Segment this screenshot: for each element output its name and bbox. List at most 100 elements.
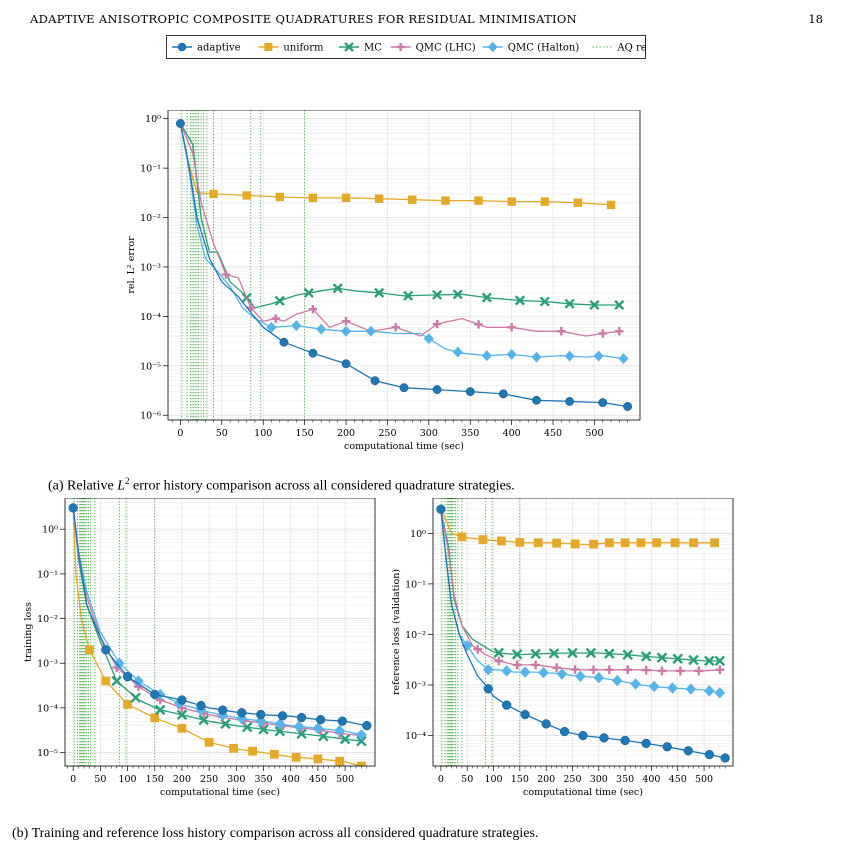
- data-point: [237, 708, 247, 718]
- x-tick-label: 150: [296, 428, 314, 439]
- data-point: [501, 665, 512, 677]
- data-point: [585, 647, 597, 659]
- data-point: [657, 666, 667, 676]
- data-point: [114, 657, 125, 669]
- rel-l2-error-chart: 0 50 100 150 200 250 300 350 400 450 500 10⁻⁶ 10⁻⁵ 10…: [126, 110, 641, 452]
- data-point: [710, 538, 719, 548]
- legend-label: QMC (Halton): [508, 43, 580, 54]
- data-point: [457, 532, 467, 542]
- data-point: [530, 648, 541, 660]
- data-point: [248, 746, 258, 756]
- data-point: [465, 387, 475, 397]
- data-point: [541, 719, 551, 729]
- series-qmc-lhc: [179, 123, 624, 338]
- series-uniform: [440, 508, 719, 549]
- data-point: [493, 647, 505, 658]
- data-point: [540, 197, 549, 206]
- y-axis-label: rel. L² error: [126, 236, 137, 294]
- data-point: [452, 346, 463, 358]
- data-point: [570, 539, 580, 549]
- x-tick-label: 200: [337, 428, 355, 439]
- y-tick-label: 10⁻⁴: [140, 312, 161, 323]
- data-point: [559, 726, 570, 737]
- data-point: [482, 664, 494, 676]
- data-point: [507, 197, 516, 206]
- data-point: [714, 655, 726, 667]
- data-point: [374, 287, 385, 298]
- data-point: [623, 665, 633, 675]
- legend-entry-qmc-lhc: QMC (LHC): [390, 43, 476, 54]
- data-point: [720, 753, 730, 763]
- data-point: [578, 730, 588, 741]
- legend-entry-adaptive: adaptive: [172, 43, 241, 54]
- data-point: [604, 665, 614, 675]
- legend-label: adaptive: [197, 43, 241, 54]
- y-tick-label: 10⁻⁵: [37, 748, 58, 759]
- data-point: [514, 295, 525, 306]
- x-tick-label: 300: [420, 428, 438, 439]
- legend-label: AQ refresh: [616, 43, 646, 54]
- series-uniform: [72, 507, 366, 766]
- chart-legend: adaptive uniform MC QMC (LHC) QMC (Halton) AQ…: [166, 35, 646, 59]
- data-point: [641, 665, 651, 675]
- grid: [433, 498, 733, 766]
- data-point: [531, 351, 542, 363]
- series-mc: [179, 123, 625, 311]
- y-tick-label: 10⁻⁴: [37, 703, 58, 714]
- data-point: [341, 316, 351, 326]
- x-tick-label: 150: [511, 774, 529, 785]
- series-line: [72, 507, 367, 727]
- series-line: [179, 123, 620, 337]
- data-point: [615, 327, 624, 336]
- data-point: [339, 733, 351, 745]
- series-line: [179, 123, 612, 206]
- x-tick-label: 400: [642, 774, 660, 785]
- data-point: [111, 675, 122, 687]
- legend-label: QMC (LHC): [416, 43, 476, 54]
- data-point: [196, 700, 206, 711]
- data-point: [269, 749, 279, 759]
- data-point: [256, 709, 266, 720]
- data-point: [715, 665, 725, 675]
- data-point: [176, 709, 188, 721]
- data-point: [441, 196, 450, 205]
- data-point: [312, 722, 324, 734]
- data-point: [599, 733, 609, 743]
- data-point: [246, 303, 256, 312]
- data-point: [714, 687, 726, 699]
- data-point: [204, 737, 214, 747]
- data-point: [266, 321, 277, 333]
- data-point: [519, 666, 531, 678]
- grid: [168, 110, 640, 421]
- x-tick-label: 0: [177, 428, 183, 439]
- x-tick-label: 50: [216, 428, 228, 439]
- data-point: [704, 685, 715, 697]
- x-tick-label: 450: [669, 774, 687, 785]
- data-point: [481, 292, 492, 303]
- legend-marker: [344, 42, 354, 52]
- series-line: [179, 123, 628, 408]
- data-point: [85, 645, 94, 655]
- data-point: [341, 359, 351, 369]
- x-tick-label: 350: [461, 428, 479, 439]
- x-tick-label: 350: [616, 774, 634, 785]
- page-number: 18: [808, 12, 823, 26]
- x-tick-label: 450: [309, 774, 327, 785]
- data-point: [675, 666, 685, 676]
- data-point: [481, 350, 492, 362]
- x-tick-label: 500: [336, 774, 354, 785]
- axes: 0 50 100 150 200 250 300 350 400 450 500 10⁻⁴ 10⁻³ 10…: [405, 529, 726, 785]
- data-point: [502, 700, 512, 710]
- data-point: [101, 676, 111, 686]
- data-point: [564, 350, 575, 362]
- x-tick-label: 400: [282, 774, 300, 785]
- data-point: [474, 320, 483, 329]
- x-axis-label: computational time (sec): [523, 787, 643, 798]
- x-tick-label: 100: [118, 774, 136, 785]
- legend-marker: [396, 43, 405, 51]
- legend-entry-uniform: uniform: [258, 43, 324, 54]
- x-tick-label: 250: [563, 774, 581, 785]
- data-point: [589, 539, 598, 549]
- data-point: [611, 674, 623, 687]
- training-loss-chart: 0 50 100 150 200 250 300 350 400 450 500 10⁻⁵ 10⁻⁴ 10…: [23, 498, 376, 798]
